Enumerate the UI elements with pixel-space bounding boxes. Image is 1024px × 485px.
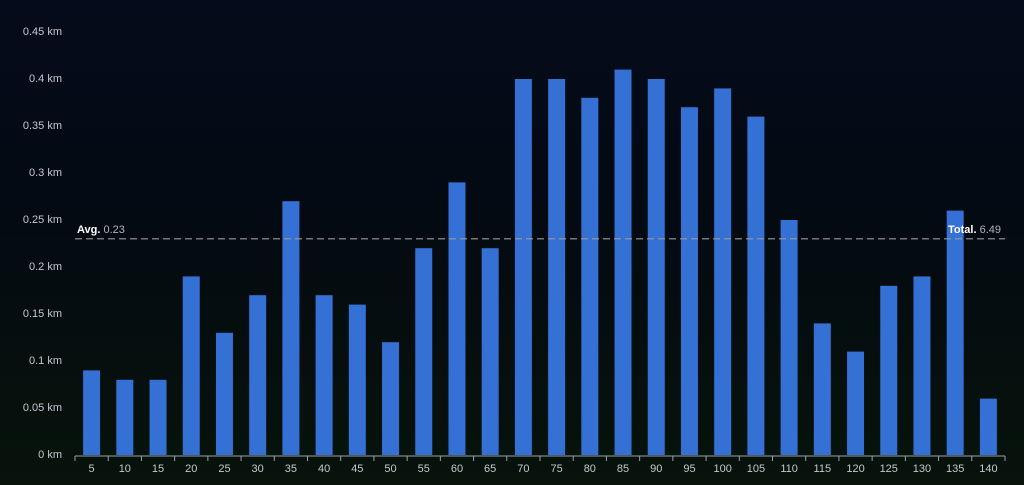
x-tick-label: 135 [946, 463, 964, 475]
x-tick-label: 80 [584, 463, 596, 475]
bar [215, 332, 233, 455]
x-tick-label: 120 [846, 463, 864, 475]
y-tick-label: 0.4 km [29, 73, 62, 85]
bar [348, 304, 366, 455]
bar [282, 201, 300, 455]
bar [813, 323, 831, 455]
bar [249, 295, 267, 455]
bar [315, 295, 333, 455]
y-tick-label: 0 km [38, 449, 62, 461]
x-tick-label: 140 [979, 463, 997, 475]
y-tick-label: 0.3 km [29, 167, 62, 179]
total-annotation: Total. 6.49 [948, 224, 1001, 236]
bar [481, 248, 499, 455]
y-tick-label: 0.45 km [23, 26, 62, 38]
bar [680, 107, 698, 455]
y-tick-label: 0.15 km [23, 308, 62, 320]
bar [83, 370, 101, 455]
bar [847, 351, 865, 455]
x-tick-label: 30 [252, 463, 264, 475]
bar [913, 276, 931, 455]
total-value: 6.49 [980, 224, 1001, 236]
y-tick-label: 0.1 km [29, 355, 62, 367]
x-tick-label: 130 [913, 463, 931, 475]
bar [946, 210, 964, 455]
bar [514, 79, 532, 455]
x-tick-label: 70 [517, 463, 529, 475]
x-tick-label: 45 [351, 463, 363, 475]
bar [149, 379, 167, 455]
x-tick-label: 90 [650, 463, 662, 475]
bar [448, 182, 466, 455]
x-tick-label: 55 [418, 463, 430, 475]
x-tick-label: 115 [814, 463, 832, 475]
x-tick-label: 10 [119, 463, 131, 475]
x-tick-label: 65 [484, 463, 496, 475]
x-tick-label: 105 [747, 463, 765, 475]
x-tick-label: 75 [550, 463, 562, 475]
total-label: Total. [948, 224, 977, 236]
y-tick-label: 0.2 km [29, 261, 62, 273]
bar [382, 342, 400, 455]
x-tick-label: 15 [152, 463, 164, 475]
bar [182, 276, 200, 455]
average-value: 0.23 [104, 224, 125, 236]
bar [647, 79, 665, 455]
bar [581, 97, 599, 456]
bar [714, 88, 732, 456]
bar [747, 116, 765, 455]
x-tick-label: 60 [451, 463, 463, 475]
x-tick-label: 110 [780, 463, 798, 475]
bar [780, 220, 798, 455]
average-annotation: Avg. 0.23 [77, 224, 125, 236]
y-tick-label: 0.25 km [23, 214, 62, 226]
x-tick-label: 35 [285, 463, 297, 475]
bar [415, 248, 433, 455]
x-tick-label: 100 [713, 463, 731, 475]
x-tick-label: 20 [185, 463, 197, 475]
x-tick-label: 5 [89, 463, 95, 475]
bar [979, 398, 997, 455]
x-tick-label: 125 [880, 463, 898, 475]
x-tick-label: 40 [318, 463, 330, 475]
x-tick-label: 85 [617, 463, 629, 475]
x-tick-label: 95 [683, 463, 695, 475]
bar [880, 285, 898, 455]
average-label: Avg. [77, 224, 100, 236]
x-tick-label: 25 [218, 463, 230, 475]
x-tick-label: 50 [384, 463, 396, 475]
y-tick-label: 0.35 km [23, 120, 62, 132]
bar [614, 69, 632, 455]
bar [548, 79, 566, 455]
y-tick-label: 0.05 km [23, 402, 62, 414]
bar [116, 379, 134, 455]
